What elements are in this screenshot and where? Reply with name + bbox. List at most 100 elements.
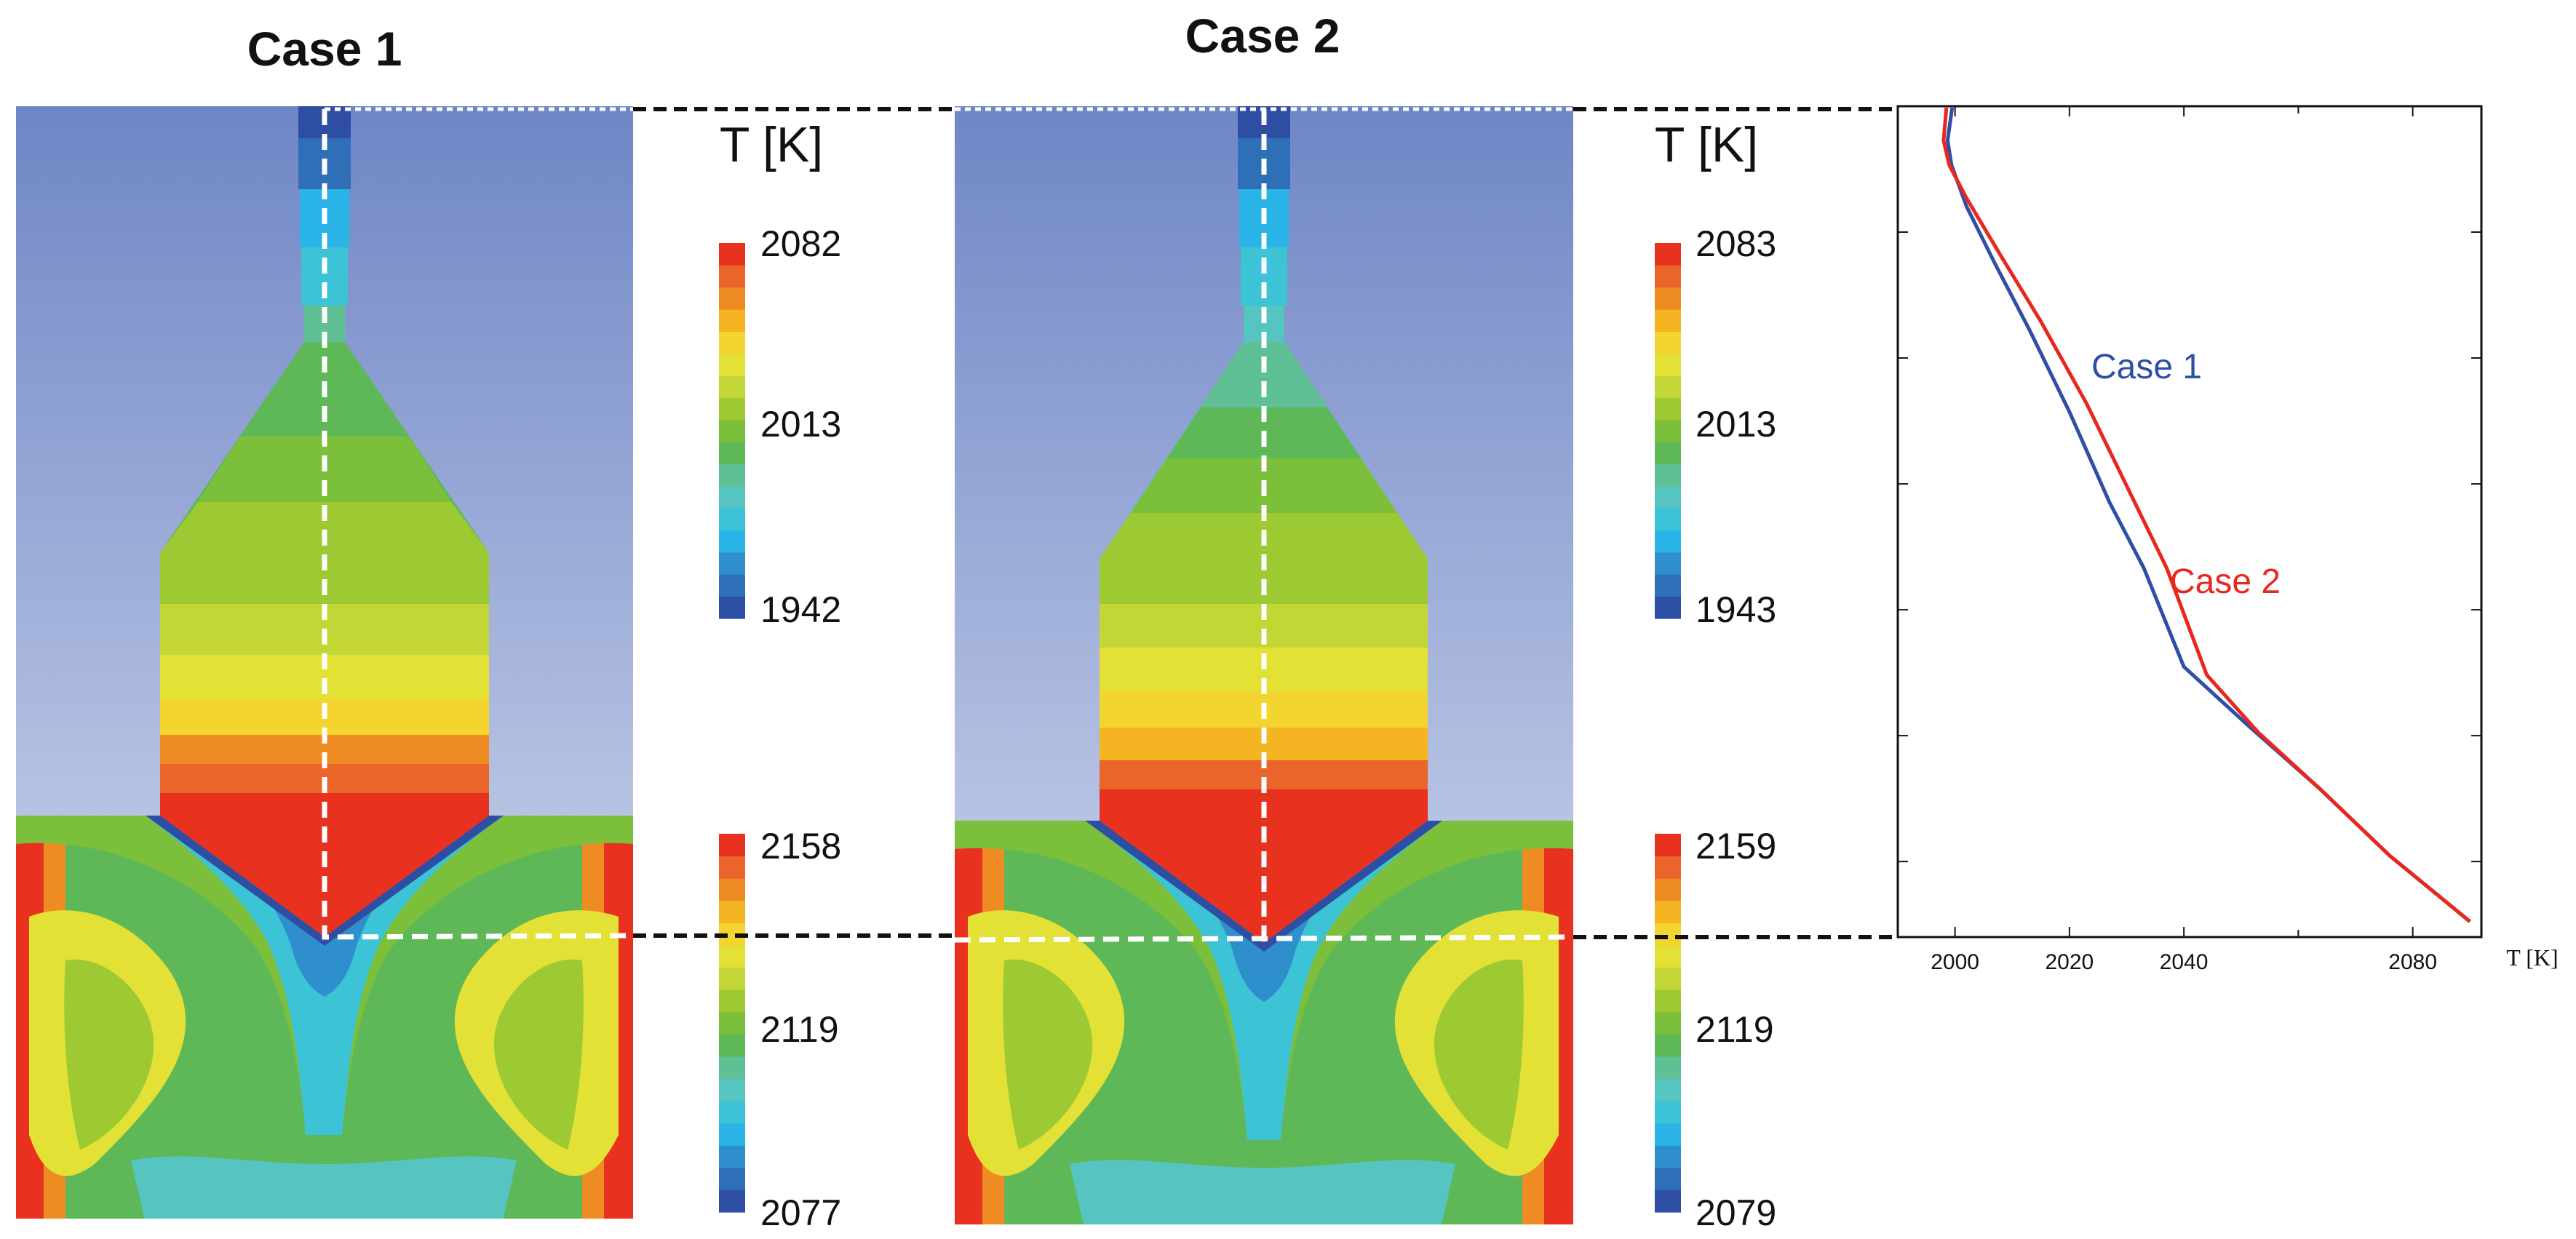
colorbar-swatch — [1655, 944, 1681, 968]
colorbar-swatch — [1655, 574, 1681, 597]
colorbar-swatch — [719, 1078, 745, 1101]
colorbar-swatch — [1655, 900, 1681, 923]
colorbar-swatch — [1655, 442, 1681, 465]
colorbar-swatch — [1655, 1167, 1681, 1191]
colorbar-swatch — [1655, 287, 1681, 310]
colorbar-swatch — [719, 596, 745, 619]
case1-colorbar-bottom-mid: 2119 — [760, 1009, 839, 1050]
colorbar-swatch — [1655, 1078, 1681, 1101]
colorbar-swatch — [1655, 243, 1681, 266]
x-tick-label: 2040 — [2160, 950, 2209, 974]
colorbar-swatch — [1655, 1034, 1681, 1057]
colorbar-swatch — [1655, 353, 1681, 376]
colorbar-swatch — [719, 1167, 745, 1191]
colorbar-swatch — [719, 485, 745, 509]
colorbar-swatch — [719, 944, 745, 968]
case1-title: Case 1 — [247, 22, 402, 76]
colorbar-swatch — [1655, 1056, 1681, 1080]
colorbar-swatch — [719, 834, 745, 857]
colorbar-swatch — [719, 375, 745, 399]
colorbar-swatch — [719, 574, 745, 597]
series-line-case2 — [1941, 107, 2471, 923]
colorbar-swatch — [719, 442, 745, 465]
plot-y-ticks — [1898, 231, 2481, 863]
case1-colorbar-top — [719, 243, 745, 619]
colorbar-swatch — [719, 878, 745, 901]
colorbar-swatch — [1655, 989, 1681, 1013]
colorbar-swatch — [719, 1145, 745, 1168]
colorbar-swatch — [1655, 551, 1681, 575]
colorbar-swatch — [1655, 419, 1681, 442]
colorbar-swatch — [719, 1101, 745, 1124]
plot-x-axis-label: T [K] — [2506, 944, 2558, 971]
colorbar-swatch — [1655, 375, 1681, 399]
colorbar-swatch — [1655, 508, 1681, 531]
case2-colorbar-bottom-mid: 2119 — [1696, 1009, 1774, 1050]
case2-colorbar-top — [1655, 243, 1681, 619]
case2-colorbar-bottom-min: 2079 — [1696, 1192, 1776, 1233]
colorbar-swatch — [719, 287, 745, 310]
case1-colorbar-bottom-min: 2077 — [760, 1192, 841, 1233]
colorbar-swatch — [719, 1190, 745, 1213]
colorbar-swatch — [1655, 309, 1681, 332]
colorbar-swatch — [719, 1056, 745, 1080]
colorbar-swatch — [1655, 856, 1681, 879]
case2-panel: Case 2 — [954, 9, 1776, 1233]
colorbar-swatch — [719, 1011, 745, 1035]
colorbar-swatch — [1655, 834, 1681, 857]
colorbar-swatch — [1655, 485, 1681, 509]
colorbar-swatch — [719, 856, 745, 879]
colorbar-swatch — [719, 1034, 745, 1057]
plot-x-ticks: 2000 2020 2040 2080 — [1931, 106, 2437, 974]
case1-melt-region — [16, 816, 633, 1219]
case2-contour-plot — [955, 106, 1573, 1224]
case1-colorbar-title: T [K] — [720, 117, 823, 172]
colorbar-swatch — [719, 331, 745, 354]
colorbar-swatch — [1655, 967, 1681, 990]
colorbar-swatch — [1655, 1123, 1681, 1146]
x-tick-label: 2080 — [2388, 950, 2437, 974]
colorbar-swatch — [719, 463, 745, 487]
colorbar-swatch — [1655, 923, 1681, 946]
colorbar-swatch — [719, 900, 745, 923]
colorbar-swatch — [1655, 463, 1681, 487]
colorbar-swatch — [1655, 596, 1681, 619]
case2-colorbar-title: T [K] — [1655, 117, 1758, 172]
case1-colorbar-top-mid: 2013 — [760, 404, 841, 445]
colorbar-swatch — [719, 1123, 745, 1146]
colorbar-swatch — [1655, 331, 1681, 354]
colorbar-swatch — [1655, 1145, 1681, 1168]
connector-lines — [633, 107, 1895, 939]
colorbar-swatch — [719, 265, 745, 288]
colorbar-swatch — [1655, 1011, 1681, 1035]
case1-centerline — [322, 109, 634, 940]
colorbar-swatch — [1655, 530, 1681, 553]
line-plot: 2000 2020 2040 2080 T [K] Case 1 Case 2 — [1896, 105, 2559, 974]
case1-colorbar-bottom-max: 2158 — [760, 826, 841, 866]
case1-panel: Case 1 — [16, 22, 841, 1233]
colorbar-swatch — [1655, 1101, 1681, 1124]
colorbar-swatch — [719, 419, 745, 442]
case2-colorbar-bottom — [1655, 834, 1681, 1213]
colorbar-swatch — [1655, 265, 1681, 288]
colorbar-swatch — [719, 989, 745, 1013]
case2-colorbar-top-mid: 2013 — [1696, 404, 1776, 445]
case2-colorbar-bottom-max: 2159 — [1696, 826, 1776, 866]
case1-colorbar-top-min: 1942 — [760, 589, 841, 630]
colorbar-swatch — [1655, 1190, 1681, 1213]
series-label-case2: Case 2 — [2170, 562, 2281, 601]
case2-bottom-dash — [954, 934, 1574, 943]
colorbar-swatch — [1655, 397, 1681, 421]
colorbar-swatch — [719, 551, 745, 575]
case1-colorbar-top-max: 2082 — [760, 223, 841, 264]
colorbar-swatch — [719, 967, 745, 990]
colorbar-swatch — [719, 508, 745, 531]
colorbar-swatch — [719, 530, 745, 553]
case2-melt-region — [955, 821, 1573, 1224]
colorbar-swatch — [719, 353, 745, 376]
case2-title: Case 2 — [1185, 9, 1340, 63]
plot-series — [1941, 107, 2471, 923]
case1-colorbar-bottom — [719, 834, 745, 1213]
x-tick-label: 2000 — [1931, 950, 1979, 974]
